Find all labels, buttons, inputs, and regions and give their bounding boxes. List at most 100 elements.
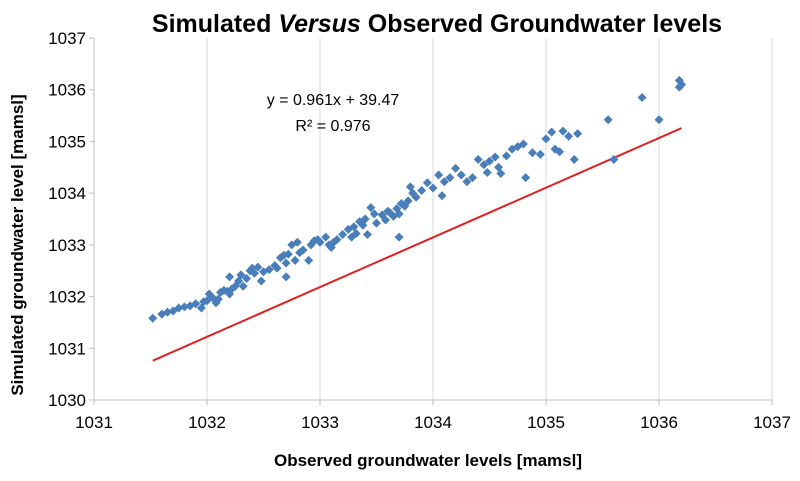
data-point	[473, 155, 483, 165]
data-point	[411, 192, 421, 202]
data-point	[535, 149, 545, 159]
y-tick-label: 1033	[48, 236, 86, 255]
y-tick-labels: 1030 1031 1032 1033 1034 1035 1036 1037	[48, 29, 94, 410]
data-point	[485, 156, 494, 166]
data-point	[236, 270, 246, 280]
data-point	[264, 265, 274, 275]
x-tick-label: 1037	[753, 413, 791, 432]
data-point	[351, 228, 361, 238]
data-point	[332, 235, 342, 245]
trendline	[152, 127, 683, 362]
x-tick-label: 1031	[75, 413, 113, 432]
data-point	[564, 131, 574, 141]
data-point	[518, 139, 528, 149]
data-point	[272, 263, 282, 273]
data-point	[191, 299, 201, 309]
data-point	[281, 258, 291, 268]
x-tick-label: 1035	[527, 413, 565, 432]
y-axis-title: Simulated groundwater level [mamsl]	[8, 94, 27, 395]
data-point	[394, 209, 404, 219]
data-point	[479, 160, 489, 170]
data-point	[573, 129, 583, 139]
data-point	[394, 232, 404, 242]
data-point	[304, 255, 314, 265]
data-points	[148, 75, 687, 323]
data-point	[242, 273, 252, 283]
chart-title-italic: Versus	[278, 10, 361, 38]
data-point	[225, 272, 235, 282]
x-tick-label: 1034	[414, 413, 452, 432]
x-axis-title: Observed groundwater levels [mamsl]	[274, 451, 582, 470]
trendline-equation: y = 0.961x + 39.47	[267, 92, 400, 109]
x-tick-label: 1032	[188, 413, 226, 432]
y-tick-label: 1036	[48, 81, 86, 100]
data-point	[369, 209, 379, 219]
data-point	[372, 218, 381, 228]
x-tick-label: 1033	[301, 413, 339, 432]
data-point	[569, 155, 579, 165]
data-point	[468, 173, 478, 183]
data-point	[456, 170, 466, 180]
data-point	[360, 214, 370, 224]
data-point	[362, 230, 372, 240]
data-point	[496, 168, 506, 178]
data-point	[256, 276, 266, 286]
chart-title-part-1: Simulated	[152, 10, 278, 38]
data-point	[547, 127, 557, 137]
chart-title: Simulated Versus Observed Groundwater le…	[152, 10, 722, 38]
y-tick-label: 1032	[48, 288, 86, 307]
data-point	[609, 155, 619, 165]
data-point	[527, 148, 537, 158]
data-point	[238, 281, 248, 291]
data-point	[249, 268, 259, 278]
data-point	[281, 272, 291, 282]
data-point	[338, 230, 348, 240]
data-point	[482, 167, 492, 177]
x-tick-labels: 1031 1032 1033 1034 1035 1036 1037	[75, 400, 791, 432]
data-point	[321, 232, 331, 242]
data-point	[366, 203, 376, 213]
data-point	[439, 177, 449, 187]
data-point	[558, 126, 568, 136]
chart-title-part-3: Observed Groundwater levels	[361, 10, 722, 38]
y-tick-label: 1037	[48, 29, 86, 48]
data-point	[174, 303, 184, 313]
data-point	[247, 263, 257, 273]
y-tick-label: 1034	[48, 184, 86, 203]
data-point	[148, 313, 158, 323]
data-point	[290, 255, 300, 265]
data-point	[437, 191, 447, 201]
x-tick-label: 1036	[640, 413, 678, 432]
data-point	[462, 177, 472, 187]
data-point	[677, 80, 687, 90]
grid-lines	[206, 38, 773, 400]
data-point	[422, 178, 432, 188]
data-point	[637, 92, 647, 102]
data-point	[292, 237, 302, 247]
trendline-r-squared: R² = 0.976	[295, 118, 370, 135]
data-point	[315, 237, 325, 247]
data-point	[434, 170, 444, 180]
data-point	[490, 152, 500, 162]
data-point	[381, 215, 391, 225]
data-point	[501, 151, 511, 161]
data-point	[179, 302, 189, 312]
data-point	[283, 249, 293, 259]
data-point	[298, 245, 308, 255]
data-point	[403, 196, 413, 206]
data-point	[445, 173, 455, 183]
y-tick-label: 1030	[48, 391, 86, 410]
data-point	[253, 262, 263, 272]
y-tick-label: 1035	[48, 132, 86, 151]
data-point	[417, 186, 427, 196]
data-point	[541, 134, 551, 144]
y-tick-label: 1031	[48, 339, 86, 358]
data-point	[555, 147, 565, 157]
data-point	[162, 307, 172, 317]
data-point	[428, 183, 438, 193]
data-point	[603, 115, 613, 125]
data-point	[654, 115, 664, 125]
data-point	[451, 163, 461, 173]
